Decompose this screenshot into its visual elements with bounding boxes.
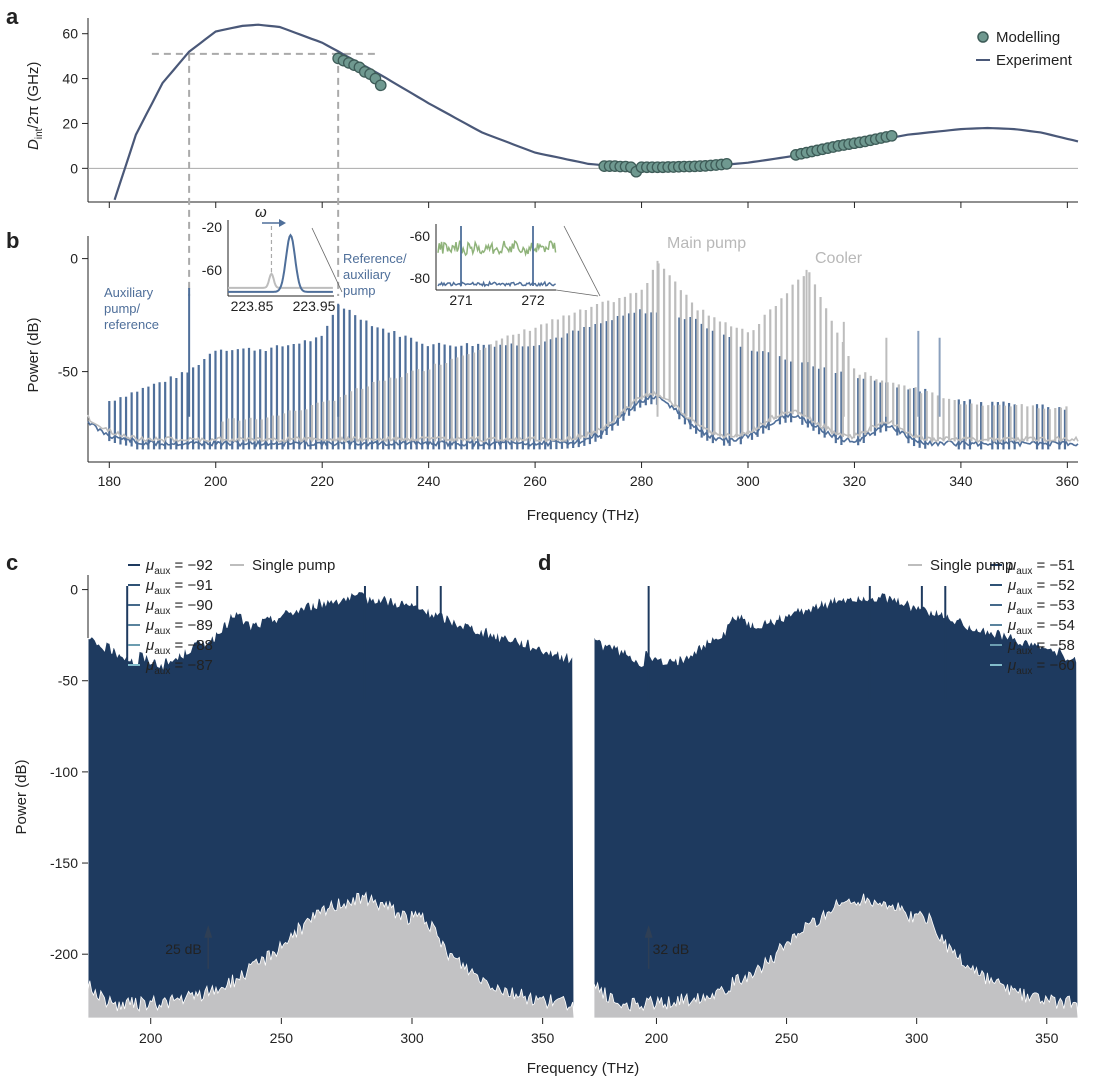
panel-label-a: a bbox=[6, 4, 19, 29]
ytick-label: -150 bbox=[50, 855, 78, 871]
inset-left-ytick-1: -20 bbox=[202, 219, 222, 235]
legend-entry: μaux = −52 bbox=[1007, 577, 1075, 597]
xtick-label: 350 bbox=[1035, 1030, 1059, 1046]
step-label: 25 dB bbox=[165, 941, 202, 957]
panel-b-xtick-label: 340 bbox=[949, 473, 973, 489]
step-arrow-head bbox=[644, 925, 653, 938]
panel-b-xtick-label: 320 bbox=[843, 473, 867, 489]
inset-right-xtick-2: 272 bbox=[521, 292, 545, 308]
panel-a-ytick-label: 60 bbox=[62, 26, 78, 42]
annotation-reference-pump-line2: auxiliary bbox=[343, 267, 391, 282]
ytick-label: -100 bbox=[50, 764, 78, 780]
legend-entry: μaux = −88 bbox=[145, 637, 213, 657]
panel-b-xtick-label: 180 bbox=[98, 473, 122, 489]
inset-right-green-trace bbox=[437, 239, 557, 258]
panel-a-y-label: Dint/2π (GHz) bbox=[25, 62, 45, 150]
legend-entry: μaux = −60 bbox=[1007, 657, 1075, 677]
step-arrow-head bbox=[204, 925, 213, 938]
legend-modelling-marker bbox=[977, 31, 989, 43]
legend-entry: μaux = −53 bbox=[1007, 597, 1075, 617]
panel-b-ytick-label: 0 bbox=[70, 251, 78, 267]
legend-entry: μaux = −92 bbox=[145, 557, 213, 577]
panel-b-xtick-label: 220 bbox=[311, 473, 335, 489]
legend-modelling: Modelling bbox=[996, 29, 1060, 46]
panel-label-c: c bbox=[6, 550, 18, 575]
ytick-label: 0 bbox=[70, 582, 78, 598]
single-pump-spectrum bbox=[87, 891, 575, 1019]
annotation-cooler: Cooler bbox=[815, 250, 863, 267]
panel-label-d: d bbox=[538, 550, 551, 575]
panel-c: 25 dB 200 250 300 350 0 -50 -100 -150 -200 Power… bbox=[13, 557, 575, 1046]
panel-b-xtick-label: 240 bbox=[417, 473, 441, 489]
stacked-spectrum-1 bbox=[593, 591, 1079, 1019]
legend-entry: μaux = −87 bbox=[145, 657, 213, 677]
ytick-label: -200 bbox=[50, 946, 78, 962]
annotation-auxiliary-pump-line1: Auxiliary bbox=[104, 285, 154, 300]
xtick-label: 300 bbox=[905, 1030, 929, 1046]
panel-a: 60 40 20 0 Dint/2π (GHz) Modelling Experime… bbox=[25, 18, 1079, 296]
xtick-label: 200 bbox=[645, 1030, 669, 1046]
annotation-main-pump: Main pump bbox=[667, 235, 746, 252]
inset-right-blue-trace bbox=[437, 280, 556, 288]
inset-left-xtick-2: 223.95 bbox=[293, 298, 336, 314]
inset-left-xtick-1: 223.85 bbox=[231, 298, 274, 314]
modelling-point bbox=[885, 129, 898, 142]
ytick-label: -50 bbox=[58, 673, 78, 689]
panel-b-xtick-label: 360 bbox=[1056, 473, 1080, 489]
annotation-auxiliary-pump-line2: pump/ bbox=[104, 301, 141, 316]
annotation-reference-pump-line3: pump bbox=[343, 283, 376, 298]
single-pump-spectrum bbox=[593, 893, 1079, 1019]
xtick-label: 300 bbox=[400, 1030, 424, 1046]
xtick-label: 350 bbox=[531, 1030, 555, 1046]
legend-entry: μaux = −91 bbox=[145, 577, 213, 597]
modelling-point bbox=[374, 79, 387, 92]
annotation-auxiliary-pump-line3: reference bbox=[104, 317, 159, 332]
panel-b-x-label: Frequency (THz) bbox=[527, 507, 640, 524]
panel-b-xtick-label: 200 bbox=[204, 473, 228, 489]
legend-entry: μaux = −58 bbox=[1007, 637, 1075, 657]
annotation-reference-pump-line1: Reference/ bbox=[343, 251, 407, 266]
panel-b-xtick-label: 260 bbox=[523, 473, 547, 489]
inset-right: -60 -80 271 272 bbox=[410, 222, 601, 308]
stacked-spectrum-1 bbox=[87, 590, 575, 1019]
inset-left-ytick-2: -60 bbox=[202, 262, 222, 278]
xtick-label: 250 bbox=[775, 1030, 799, 1046]
xtick-label: 250 bbox=[270, 1030, 294, 1046]
inset-right-ytick-1: -60 bbox=[410, 228, 430, 244]
inset-left-omega: ω bbox=[255, 204, 267, 221]
legend-experiment: Experiment bbox=[996, 52, 1073, 69]
legend-entry: μaux = −90 bbox=[145, 597, 213, 617]
panel-b-noise-floor bbox=[87, 390, 1079, 444]
legend-entry: μaux = −89 bbox=[145, 617, 213, 637]
inset-left-blue-trace bbox=[228, 233, 333, 293]
panel-b-xtick-label: 280 bbox=[630, 473, 654, 489]
panel-label-b: b bbox=[6, 228, 19, 253]
panel-cd-x-label: Frequency (THz) bbox=[527, 1060, 640, 1077]
panel-b-xtick-label: 300 bbox=[736, 473, 760, 489]
legend-single-pump: Single pump bbox=[930, 557, 1013, 574]
panel-a-ytick-label: 0 bbox=[70, 160, 78, 176]
inset-left-arrowhead bbox=[279, 219, 286, 227]
legend-entry: μaux = −51 bbox=[1007, 557, 1075, 577]
step-label: 32 dB bbox=[653, 941, 690, 957]
xtick-label: 200 bbox=[139, 1030, 163, 1046]
modelling-point bbox=[720, 158, 733, 170]
panel-b: 180 200 220 240 260 280 300 320 340 360 0 -50 Frequ… bbox=[25, 204, 1079, 524]
panel-a-legend: Modelling Experiment bbox=[976, 29, 1073, 69]
panel-a-ytick-label: 40 bbox=[62, 71, 78, 87]
legend-entry: μaux = −54 bbox=[1007, 617, 1075, 637]
inset-right-xtick-1: 271 bbox=[449, 292, 473, 308]
panel-b-y-label: Power (dB) bbox=[25, 317, 42, 392]
experiment-line bbox=[113, 23, 1079, 201]
inset-left: -20 -60 223.85 223.95 ω bbox=[202, 204, 343, 314]
panel-c-y-label: Power (dB) bbox=[13, 759, 30, 834]
legend-single-pump: Single pump bbox=[252, 557, 335, 574]
panel-a-ytick-label: 20 bbox=[62, 115, 78, 131]
inset-right-ytick-2: -80 bbox=[410, 270, 430, 286]
panel-b-ytick-label: -50 bbox=[58, 364, 78, 380]
